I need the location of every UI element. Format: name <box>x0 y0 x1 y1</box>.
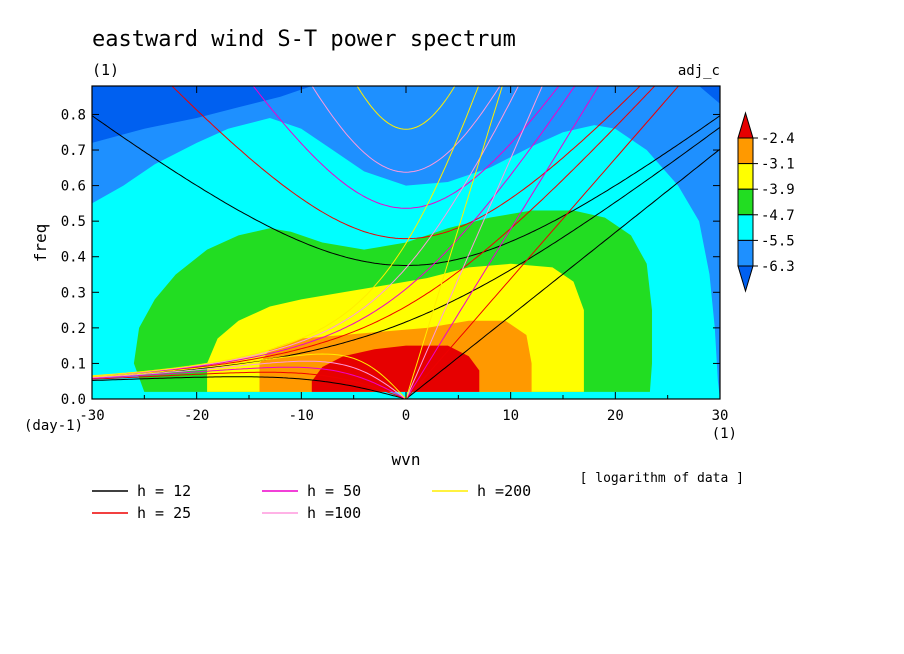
chart-subtitle-right: adj_c <box>678 63 720 79</box>
colorbar-label: -3.1 <box>761 157 795 173</box>
curve-kelvin-h100 <box>405 86 543 399</box>
y-tick-label: 0.7 <box>61 143 86 159</box>
curve-igw-h25 <box>171 86 641 240</box>
curve-igw-h50 <box>252 86 560 209</box>
colorbar-top-arrow <box>737 111 754 139</box>
y-unit-label: (day-1) <box>24 418 83 434</box>
y-tick-label: 0.6 <box>61 179 86 195</box>
x-tick-label: -10 <box>289 408 314 424</box>
y-axis: 0.0 0.1 0.2 0.3 0.4 0.5 0.6 0.7 0.8 <box>61 107 720 408</box>
y-tick-label: 0.3 <box>61 285 86 301</box>
curve-rossby-h50 <box>92 366 407 399</box>
curve-igw-h100 <box>311 86 501 173</box>
curve-mrg-h100 <box>92 86 519 377</box>
colorbar-label: -6.3 <box>761 259 795 275</box>
curve-legend: h = 12 h = 25 h = 50 h =100 h =200 <box>92 482 531 522</box>
x-tick-label: 20 <box>607 408 624 424</box>
curve-rossby-h12 <box>92 376 407 399</box>
curve-rossby-h100 <box>92 360 407 399</box>
colorbar-label: -5.5 <box>761 233 795 249</box>
colorbar-box-2 <box>737 163 754 190</box>
curve-mrg-h200 <box>92 86 480 377</box>
legend-label-h200: h =200 <box>477 482 531 500</box>
x-tick-label: 10 <box>502 408 519 424</box>
legend-label-h25: h = 25 <box>137 504 191 522</box>
data-note: [ logarithm of data ] <box>580 471 744 486</box>
legend-label-h100: h =100 <box>307 504 361 522</box>
y-tick-label: 0.2 <box>61 321 86 337</box>
legend-label-h12: h = 12 <box>137 482 191 500</box>
legend-label-h50: h = 50 <box>307 482 361 500</box>
colorbar: -2.4 -3.1 -3.9 -4.7 -5.5 -6.3 <box>737 111 795 293</box>
x-unit-label: (1) <box>712 426 737 442</box>
y-tick-label: 0.5 <box>61 214 86 230</box>
x-axis-label: wvn <box>392 450 421 469</box>
colorbar-box-5 <box>737 239 754 267</box>
contour-field <box>92 86 720 399</box>
curve-mrg-h50 <box>92 86 576 377</box>
colorbar-box-1 <box>737 137 754 165</box>
curve-rossby-h200 <box>92 353 407 399</box>
y-tick-label: 0.8 <box>61 107 86 123</box>
chart-title: eastward wind S-T power spectrum <box>92 27 516 52</box>
contour-region-6 <box>311 345 480 392</box>
chart-subtitle-left: (1) <box>92 61 119 79</box>
colorbar-label: -2.4 <box>761 131 795 147</box>
x-tick-label: 0 <box>402 408 410 424</box>
dispersion-curves <box>92 86 720 399</box>
colorbar-box-4 <box>737 214 754 241</box>
curve-kelvin-h200 <box>405 86 503 399</box>
curve-mrg-h12 <box>92 126 720 378</box>
y-tick-label: 0.4 <box>61 250 86 266</box>
x-axis: -30 -20 -10 0 10 20 30 <box>79 86 728 424</box>
curve-kelvin-h50 <box>405 86 600 399</box>
x-tick-label: -20 <box>184 408 209 424</box>
x-tick-label: -30 <box>79 408 104 424</box>
colorbar-label: -3.9 <box>761 182 795 198</box>
colorbar-box-3 <box>737 188 754 216</box>
x-tick-label: 30 <box>712 408 729 424</box>
curve-igw-h200 <box>356 86 456 130</box>
colorbar-label: -4.7 <box>761 208 795 224</box>
curve-mrg-h25 <box>92 86 656 378</box>
y-tick-label: 0.0 <box>61 392 86 408</box>
curve-rossby-h25 <box>92 371 407 399</box>
y-tick-label: 0.1 <box>61 356 86 372</box>
curve-kelvin-h12 <box>405 148 720 399</box>
y-axis-label: freq <box>31 224 50 263</box>
curve-igw-h12 <box>92 115 720 266</box>
curve-kelvin-h25 <box>405 86 680 399</box>
colorbar-bottom-arrow <box>737 265 754 293</box>
